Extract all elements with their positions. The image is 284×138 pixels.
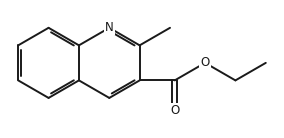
Text: O: O (170, 104, 179, 117)
Text: O: O (201, 56, 210, 69)
Text: N: N (105, 21, 114, 34)
